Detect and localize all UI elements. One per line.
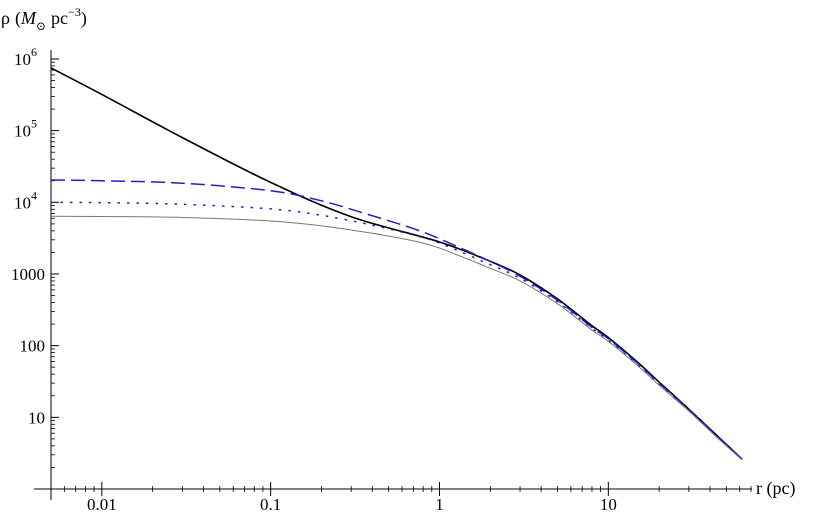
y-axis-title-close: ) — [81, 8, 87, 29]
y-axis-title-open: ( — [15, 8, 21, 29]
y-tick-exponent: 6 — [31, 45, 37, 59]
y-tick-label: 106 — [14, 45, 37, 69]
y-tick-exponent: 5 — [31, 117, 37, 131]
y-tick-label: 104 — [14, 188, 37, 212]
x-tick-label: 0.01 — [87, 495, 117, 514]
x-axis-title: r (pc) — [756, 478, 795, 499]
y-axis-title-mass: M — [20, 8, 37, 28]
series-line-2 — [50, 179, 743, 460]
y-axis-title-sun-symbol: ⊙ — [36, 19, 46, 33]
y-axis-title-exponent: −3 — [68, 5, 81, 19]
series-line-4 — [50, 215, 743, 461]
y-tick-exponent: 4 — [31, 188, 37, 202]
y-axis-title-rho: ρ — [1, 8, 10, 28]
x-tick-label: 10 — [600, 495, 617, 514]
y-axis-title-pc: pc — [51, 8, 68, 28]
minor-ticks — [50, 61, 752, 492]
y-tick-base: 10 — [14, 122, 31, 141]
y-tick-label: 105 — [14, 117, 37, 141]
y-tick-base: 10 — [14, 193, 31, 212]
y-tick-label: 10 — [28, 408, 45, 427]
y-tick-label: 100 — [20, 337, 46, 356]
series-line-1 — [50, 67, 743, 460]
series-group — [50, 67, 743, 461]
y-axis-title: ρ (M⊙ pc−3) — [1, 5, 87, 33]
x-tick-label: 1 — [435, 495, 444, 514]
series-line-3 — [50, 201, 743, 460]
x-tick-label: 0.1 — [260, 495, 281, 514]
y-tick-base: 10 — [14, 50, 31, 69]
y-tick-label: 1000 — [11, 265, 45, 284]
